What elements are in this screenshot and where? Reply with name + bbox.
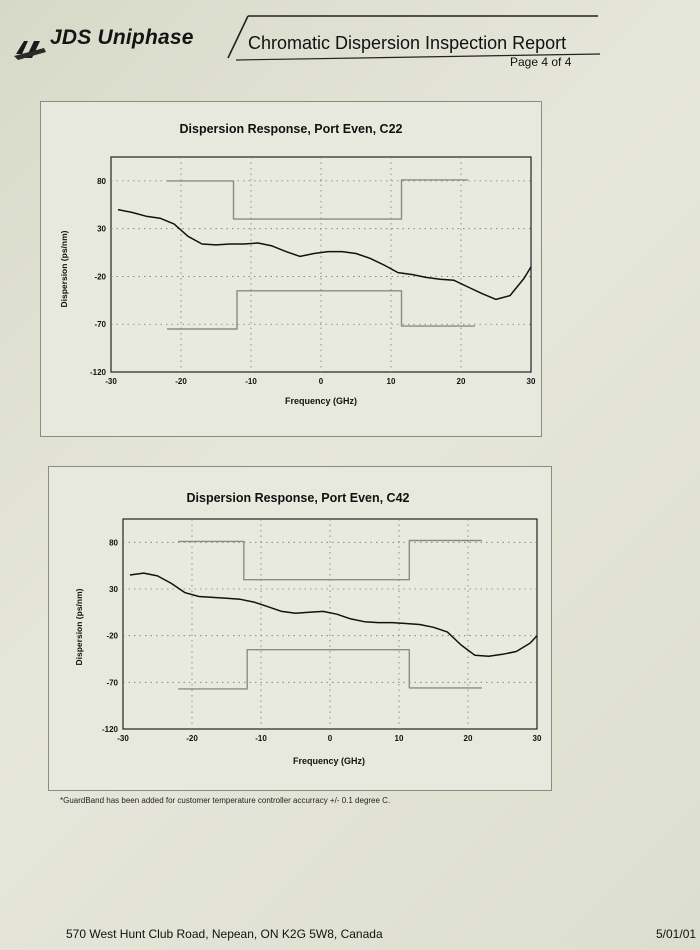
report-header: JDS Uniphase Chromatic Dispersion Inspec…	[0, 0, 700, 80]
lower-guardband-line	[167, 290, 475, 330]
y-tick-label: -20	[106, 632, 118, 641]
y-tick-label: 80	[109, 538, 118, 547]
x-tick-label: 30	[527, 377, 536, 386]
x-tick-label: -30	[105, 377, 117, 386]
company-logo-icon	[14, 41, 46, 60]
y-tick-label: -120	[102, 725, 119, 734]
chart-c42: Dispersion Response, Port Even, C42 Freq…	[74, 491, 542, 766]
y-tick-label: -20	[94, 272, 106, 281]
upper-guardband-line	[178, 539, 482, 581]
x-axis-label: Frequency (GHz)	[285, 396, 357, 406]
company-name: JDS Uniphase	[50, 26, 194, 49]
x-tick-label: 20	[464, 734, 473, 743]
y-axis-label: Dispersion (ps/nm)	[74, 588, 84, 665]
x-tick-label: 10	[387, 377, 396, 386]
upper-guardband-line	[167, 179, 468, 220]
x-tick-label: 10	[395, 734, 404, 743]
report-date: 5/01/01	[656, 927, 697, 941]
x-tick-label: 30	[533, 734, 542, 743]
guardband-footnote: *GuardBand has been added for customer t…	[60, 796, 391, 805]
y-tick-label: -120	[90, 368, 107, 377]
lower-guardband-line	[178, 648, 482, 690]
dispersion-curve	[117, 208, 532, 301]
chart-panel-c42: Dispersion Response, Port Even, C42 Freq…	[48, 466, 552, 791]
y-tick-label: -70	[94, 320, 106, 329]
chart-title: Dispersion Response, Port Even, C22	[180, 122, 403, 136]
y-axis-label: Dispersion (ps/nm)	[59, 230, 69, 307]
y-tick-label: -70	[106, 678, 118, 687]
x-tick-label: 0	[319, 377, 324, 386]
x-tick-label: -30	[117, 734, 129, 743]
y-tick-label: 30	[97, 225, 106, 234]
y-tick-label: 80	[97, 177, 106, 186]
header-rule	[227, 15, 601, 61]
plot-area	[110, 156, 532, 373]
x-tick-label: 0	[328, 734, 333, 743]
company-address: 570 West Hunt Club Road, Nepean, ON K2G …	[66, 927, 383, 941]
x-tick-label: -20	[186, 734, 198, 743]
report-title: Chromatic Dispersion Inspection Report	[248, 33, 567, 53]
x-axis-label: Frequency (GHz)	[293, 756, 365, 766]
x-tick-label: -20	[175, 377, 187, 386]
chart-title: Dispersion Response, Port Even, C42	[187, 491, 410, 505]
x-tick-label: -10	[255, 734, 267, 743]
page-number: Page 4 of 4	[510, 55, 572, 69]
x-tick-label: 20	[457, 377, 466, 386]
chart-panel-c22: Dispersion Response, Port Even, C22 Freq…	[40, 101, 542, 437]
chart-c22: Dispersion Response, Port Even, C22 Freq…	[59, 122, 536, 406]
x-tick-label: -10	[245, 377, 257, 386]
y-tick-label: 30	[109, 585, 118, 594]
dispersion-curve	[129, 572, 538, 657]
